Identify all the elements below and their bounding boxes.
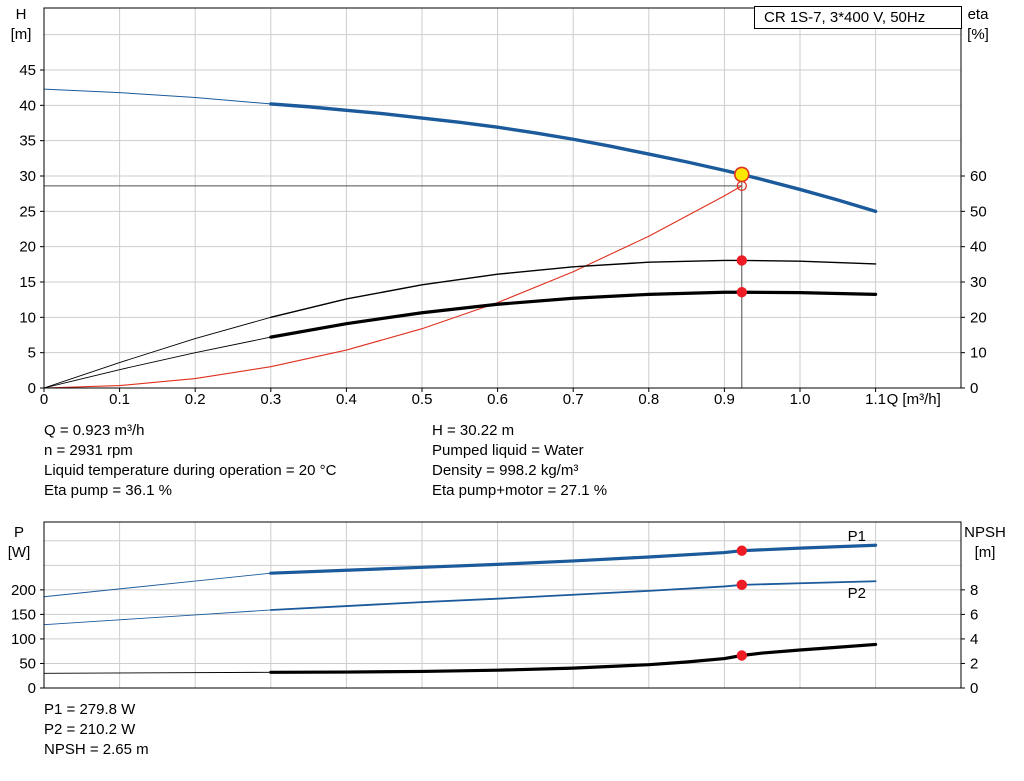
- info-temperature: Liquid temperature during operation = 20…: [44, 462, 337, 479]
- p1-curve: [269, 543, 878, 575]
- y-right-tick-label: 20: [970, 309, 987, 326]
- npsh-curve: [269, 642, 878, 674]
- p1-series-label: P1: [848, 528, 866, 545]
- info-density: Density = 998.2 kg/m³: [432, 462, 579, 479]
- y-right-axis-title: NPSH: [964, 524, 1006, 541]
- y-left-tick-label: 20: [19, 239, 36, 256]
- duty-point[interactable]: [733, 166, 750, 183]
- x-tick-label: 0.2: [185, 391, 206, 408]
- x-tick-label: 0: [40, 391, 48, 408]
- y-left-tick-label: 25: [19, 203, 36, 220]
- p1-point: [736, 545, 747, 556]
- hq-plot-layer: 0 5 10 15 20 25 30 35 40 45 0 10 20 30 40 50 60 0 0.1 0.2 0.…: [11, 6, 990, 408]
- y-left-axis-title: H: [16, 6, 27, 23]
- y-left-tick-label: 15: [19, 274, 36, 291]
- x-tick-label: 0.6: [487, 391, 508, 408]
- y-left-tick-label: 35: [19, 133, 36, 150]
- y-left-tick-label: 200: [11, 582, 36, 599]
- p2-curve: [269, 580, 877, 611]
- y-right-axis-title: [%]: [967, 26, 989, 43]
- x-tick-label: 0.5: [412, 391, 433, 408]
- npsh-point: [736, 650, 747, 661]
- x-tick-label: 0.3: [260, 391, 281, 408]
- y-left-tick-label: 0: [28, 380, 36, 397]
- eta-pump-lead: [43, 316, 272, 389]
- x-tick-label: 0.4: [336, 391, 357, 408]
- plot-frame: [43, 7, 962, 389]
- y-right-tick-label: 10: [970, 345, 987, 362]
- y-right-tick-label: 8: [970, 582, 978, 599]
- pump-title-text: CR 1S-7, 3*400 V, 50Hz: [764, 9, 925, 26]
- p2-point: [736, 579, 747, 591]
- x-tick-label: 0.9: [714, 391, 735, 408]
- power-npsh-plot-layer: 0 50 100 150 200 0 2 4 6 8 P [W] NPSH [m] P1 P2: [8, 521, 1006, 697]
- y-left-tick-label: 30: [19, 168, 36, 185]
- y-left-axis-title: [W]: [8, 544, 31, 561]
- y-left-tick-label: 10: [19, 309, 36, 326]
- hq-chart[interactable]: 0 5 10 15 20 25 30 35 40 45 0 10 20 30 40 50 60 0 0.1 0.2 0.…: [0, 0, 1024, 412]
- pump-title-box: CR 1S-7, 3*400 V, 50Hz: [754, 6, 962, 29]
- info-n: n = 2931 rpm: [44, 442, 133, 459]
- info-q: Q = 0.923 m³/h: [44, 422, 145, 439]
- y-left-tick-label: 40: [19, 97, 36, 114]
- qh-curve-lead: [43, 88, 272, 105]
- p2-lead: [43, 609, 272, 626]
- x-axis-label: Q [m³/h]: [887, 391, 941, 408]
- pump-title-box-frame: [754, 6, 962, 29]
- y-right-tick-label: 2: [970, 655, 978, 672]
- p2-series-label: P2: [848, 585, 866, 602]
- x-tick-label: 1.0: [790, 391, 811, 408]
- y-right-tick-label: 30: [970, 274, 987, 291]
- y-right-tick-label: 4: [970, 631, 978, 648]
- result-npsh: NPSH = 2.65 m: [44, 741, 149, 758]
- y-left-axis-title: P: [14, 524, 24, 541]
- qh-curve: [269, 102, 878, 214]
- system-curve: [43, 185, 743, 389]
- npsh-lead: [43, 671, 272, 674]
- plot-frame: [43, 521, 962, 689]
- x-tick-label: 0.8: [638, 391, 659, 408]
- y-left-tick-label: 5: [28, 345, 36, 362]
- info-eta-pump-motor: Eta pump+motor = 27.1 %: [432, 482, 608, 499]
- y-right-tick-label: 40: [970, 239, 987, 256]
- y-left-tick-label: 150: [11, 606, 36, 623]
- y-right-tick-label: 6: [970, 606, 978, 623]
- eta-pump-point: [736, 255, 747, 266]
- result-p1: P1 = 279.8 W: [44, 701, 136, 718]
- info-eta-pump: Eta pump = 36.1 %: [44, 482, 172, 499]
- result-info-block: P1 = 279.8 W P2 = 210.2 W NPSH = 2.65 m: [44, 700, 149, 760]
- y-left-tick-label: 0: [28, 680, 36, 697]
- y-right-axis-title: [m]: [975, 544, 996, 561]
- y-left-tick-label: 45: [19, 62, 36, 79]
- x-tick-label: 0.7: [563, 391, 584, 408]
- info-liquid: Pumped liquid = Water: [432, 442, 584, 459]
- y-right-tick-label: 0: [970, 680, 978, 697]
- eta-pump-motor-point: [736, 287, 747, 298]
- result-p2: P2 = 210.2 W: [44, 721, 136, 738]
- y-left-tick-label: 50: [19, 655, 36, 672]
- eta-pump-curve: [270, 259, 877, 319]
- eta-pump-motor-lead: [43, 336, 272, 389]
- y-right-tick-label: 50: [970, 203, 987, 220]
- p1-lead: [43, 572, 272, 598]
- y-left-tick-label: 100: [11, 631, 36, 648]
- info-h: H = 30.22 m: [432, 422, 515, 439]
- duty-info-block: Q = 0.923 m³/h H = 30.22 m n = 2931 rpm Pu…: [44, 421, 607, 501]
- y-left-axis-title: [m]: [11, 26, 32, 43]
- y-right-axis-title: eta: [968, 6, 990, 23]
- eta-pump-motor-curve: [269, 290, 878, 339]
- y-right-tick-label: 60: [970, 168, 987, 185]
- x-tick-label: 1.1: [865, 391, 886, 408]
- y-right-tick-label: 0: [970, 380, 978, 397]
- x-tick-label: 0.1: [109, 391, 130, 408]
- power-npsh-chart[interactable]: 0 50 100 150 200 0 2 4 6 8 P [W] NPSH [m] P1 P2: [0, 500, 1024, 700]
